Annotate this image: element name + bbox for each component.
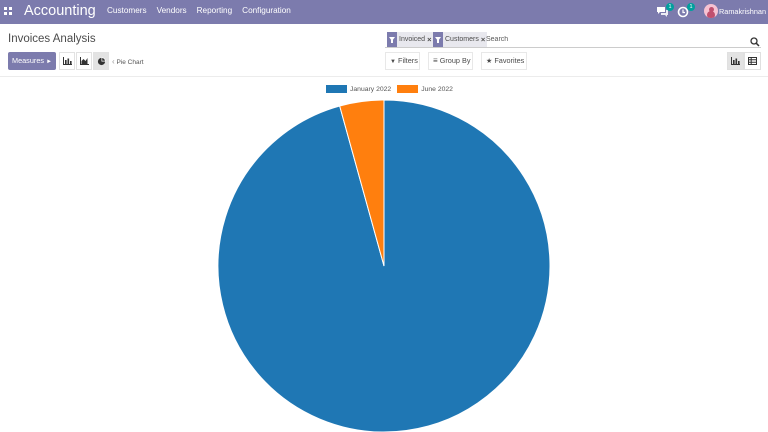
activities-count-badge: 1 (687, 3, 695, 11)
filters-button[interactable]: ▼ Filters (385, 52, 420, 70)
bar-chart-icon (62, 57, 72, 65)
legend-item-june[interactable]: June 2022 (397, 85, 453, 93)
area-chart-icon (79, 57, 89, 65)
app-title[interactable]: Accounting (24, 3, 96, 19)
pie-chart-button[interactable] (93, 52, 109, 70)
search-bar: Invoiced × Customers × (385, 31, 761, 48)
pie-chart-icon (97, 56, 106, 65)
graph-view-switch[interactable] (727, 52, 744, 70)
bar-chart-button[interactable] (59, 52, 75, 70)
messages-count-badge: 1 (666, 3, 674, 11)
page-title: Invoices Analysis (8, 33, 96, 45)
menu-item-vendors[interactable]: Vendors (156, 6, 187, 15)
filter-icon (387, 32, 397, 47)
filter-icon: ▼ (390, 59, 396, 65)
table-icon (748, 57, 757, 65)
remove-facet-icon[interactable]: × (480, 35, 486, 44)
legend-item-january[interactable]: January 2022 (326, 85, 391, 93)
legend-swatch (397, 85, 419, 93)
breadcrumb: ‹ Pie Chart (112, 57, 144, 66)
search-input[interactable] (486, 32, 746, 47)
chart-legend: January 2022 June 2022 (326, 85, 459, 93)
search-facet-invoiced: Invoiced × (387, 32, 434, 47)
top-navbar: Accounting Customers Vendors Reporting C… (0, 0, 768, 24)
search-facet-customers: Customers × (433, 32, 488, 47)
line-chart-button[interactable] (76, 52, 92, 70)
menu-item-configuration[interactable]: Configuration (242, 6, 291, 15)
pivot-view-switch[interactable] (744, 52, 761, 70)
measures-button[interactable]: Measures ► (8, 52, 56, 70)
search-icon[interactable] (750, 34, 760, 47)
menu-item-customers[interactable]: Customers (107, 6, 147, 15)
favorites-button[interactable]: ★ Favorites (481, 52, 527, 70)
messages-icon[interactable]: 1 (656, 3, 674, 18)
caret-right-icon: ► (46, 59, 53, 65)
control-panel-divider (0, 76, 768, 77)
user-name[interactable]: Ramakrishnan (719, 7, 767, 16)
bar-chart-icon (731, 57, 740, 65)
apps-menu-icon[interactable] (4, 7, 12, 15)
menu-item-reporting[interactable]: Reporting (196, 6, 233, 15)
group-by-button[interactable]: ≡ Group By (428, 52, 473, 70)
remove-facet-icon[interactable]: × (427, 35, 432, 44)
user-avatar[interactable] (704, 4, 718, 18)
list-icon: ≡ (433, 56, 438, 65)
chevron-left-icon: ‹ (112, 57, 115, 66)
legend-swatch (326, 85, 347, 93)
star-icon: ★ (486, 58, 493, 65)
filter-icon (433, 32, 443, 47)
breadcrumb-pie-chart[interactable]: Pie Chart (116, 59, 144, 66)
main-menu: Customers Vendors Reporting Configuratio… (107, 6, 301, 15)
pie-slice-june-2022[interactable] (339, 99, 385, 267)
activities-icon[interactable]: 1 (677, 3, 695, 18)
